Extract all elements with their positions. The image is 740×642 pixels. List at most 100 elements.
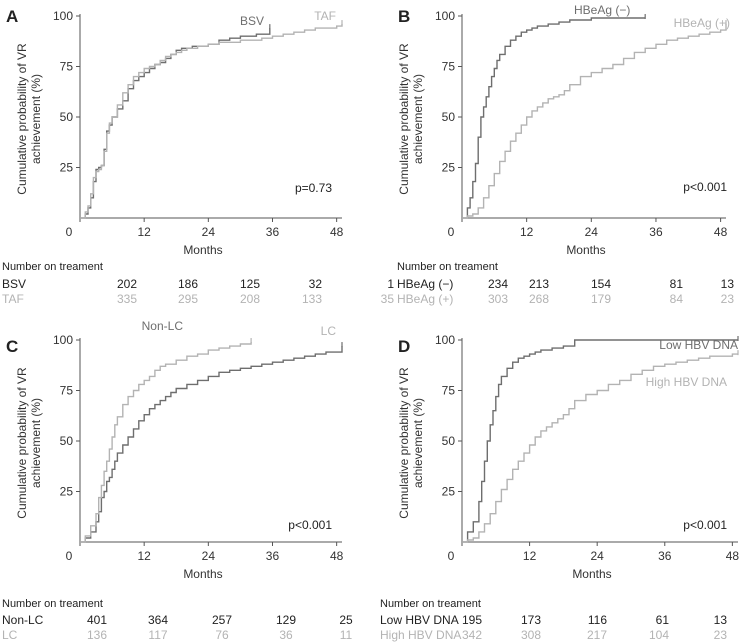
origin-label: 0 xyxy=(66,225,73,239)
y-tick-label: 100 xyxy=(53,9,73,23)
risk-count: 13 xyxy=(721,277,735,291)
risk-count: 335 xyxy=(117,292,137,306)
y-axis-title-line2: achievement (%) xyxy=(411,398,425,488)
risk-count: 23 xyxy=(721,292,735,306)
risk-count: 154 xyxy=(591,277,611,291)
risk-count: 364 xyxy=(148,613,168,627)
y-axis-title-line1: Cumulative probability of VR xyxy=(15,43,29,195)
km-curve-light xyxy=(80,342,252,543)
x-tick-label: 12 xyxy=(523,549,537,563)
km-curve-light xyxy=(80,24,343,219)
y-tick-label: 25 xyxy=(442,485,456,499)
risk-count: 208 xyxy=(240,292,260,306)
risk-count: 125 xyxy=(240,277,260,291)
y-tick-label: 25 xyxy=(442,161,456,175)
risk-count: 35 xyxy=(381,292,395,306)
risk-count: 1 xyxy=(387,277,394,291)
risk-count: 61 xyxy=(656,613,670,627)
y-tick-label: 75 xyxy=(60,60,74,74)
y-axis-title-line2: achievement (%) xyxy=(411,74,425,164)
x-tick-label: 48 xyxy=(726,549,740,563)
legend-label: BSV xyxy=(240,14,264,28)
origin-label: 0 xyxy=(448,549,455,563)
risk-count: 295 xyxy=(178,292,198,306)
panel-label: A xyxy=(6,7,18,26)
x-tick-label: 36 xyxy=(649,225,663,239)
risk-count: 195 xyxy=(462,613,482,627)
risk-count: 129 xyxy=(276,613,296,627)
x-tick-label: 48 xyxy=(330,549,344,563)
y-tick-label: 25 xyxy=(60,485,74,499)
x-axis-title: Months xyxy=(566,243,605,257)
risk-count: 213 xyxy=(529,277,549,291)
risk-count: 401 xyxy=(87,613,107,627)
risk-count: 173 xyxy=(521,613,541,627)
p-value: p=0.73 xyxy=(295,181,332,195)
risk-row-label: LC xyxy=(2,628,18,642)
risk-count: 234 xyxy=(488,277,508,291)
x-tick-label: 48 xyxy=(330,225,344,239)
x-tick-label: 36 xyxy=(266,549,280,563)
origin-label: 0 xyxy=(448,225,455,239)
risk-count: 104 xyxy=(649,628,669,642)
legend-label: HBeAg (−) xyxy=(574,3,630,17)
risk-count: 303 xyxy=(488,292,508,306)
y-tick-label: 100 xyxy=(53,333,73,347)
risk-row-label: TAF xyxy=(2,292,24,306)
risk-table-title: Number on treament xyxy=(397,261,498,273)
risk-row-label: Non-LC xyxy=(2,613,44,627)
risk-row-label: HBeAg (+) xyxy=(397,292,453,306)
risk-count: 342 xyxy=(462,628,482,642)
risk-count: 13 xyxy=(714,613,728,627)
km-curve-dark xyxy=(80,28,271,219)
x-tick-label: 36 xyxy=(266,225,280,239)
panel-label: D xyxy=(398,337,410,356)
y-tick-label: 25 xyxy=(60,161,74,175)
panel-a: A 25 50 75 100 12 24 36 48 0 Cumulative probabilit… xyxy=(2,7,394,306)
km-curve-dark xyxy=(80,346,343,543)
risk-count: 217 xyxy=(587,628,607,642)
y-tick-label: 50 xyxy=(60,434,74,448)
risk-count: 11 xyxy=(340,628,353,642)
p-value: p<0.001 xyxy=(683,518,727,532)
legend-label: HBeAg (+) xyxy=(674,16,730,30)
km-curve-light xyxy=(462,24,727,219)
risk-table-title: Number on treament xyxy=(2,598,103,610)
risk-count: 179 xyxy=(591,292,611,306)
risk-count: 117 xyxy=(148,628,167,642)
panel-label: B xyxy=(398,7,410,26)
km-curve-light xyxy=(462,353,738,543)
risk-count: 257 xyxy=(212,613,232,627)
origin-label: 0 xyxy=(66,549,73,563)
panel-b: B 25 50 75 100 12 24 36 48 0 Cumulative probabilit… xyxy=(397,3,734,306)
km-curve-dark xyxy=(462,17,646,219)
x-tick-label: 12 xyxy=(520,225,534,239)
x-tick-label: 24 xyxy=(585,225,599,239)
panel-c: C 25 50 75 100 12 24 36 48 0 Cumulative probabilit… xyxy=(2,319,353,642)
y-axis-title-line2: achievement (%) xyxy=(29,74,43,164)
risk-row-label: HBeAg (−) xyxy=(397,277,453,291)
legend-label: High HBV DNA xyxy=(646,375,727,389)
y-axis-title-line1: Cumulative probability of VR xyxy=(15,367,29,519)
y-tick-label: 75 xyxy=(442,60,456,74)
risk-count: 133 xyxy=(302,292,322,306)
legend-label: Non-LC xyxy=(142,319,184,333)
y-axis-title-line1: Cumulative probability of VR xyxy=(397,367,411,519)
x-tick-label: 36 xyxy=(658,549,672,563)
y-tick-label: 100 xyxy=(435,333,455,347)
risk-row-label: High HBV DNA xyxy=(380,628,461,642)
y-tick-label: 50 xyxy=(442,110,456,124)
risk-count: 32 xyxy=(309,277,323,291)
legend-label: LC xyxy=(321,324,337,338)
risk-count: 136 xyxy=(87,628,107,642)
x-tick-label: 24 xyxy=(202,225,216,239)
y-tick-label: 100 xyxy=(435,9,455,23)
x-tick-label: 24 xyxy=(202,549,216,563)
y-axis-title-line1: Cumulative probability of VR xyxy=(397,43,411,195)
x-tick-label: 12 xyxy=(137,225,151,239)
risk-count: 81 xyxy=(670,277,684,291)
y-tick-label: 75 xyxy=(442,384,456,398)
risk-count: 186 xyxy=(178,277,198,291)
legend-label: TAF xyxy=(314,9,336,23)
